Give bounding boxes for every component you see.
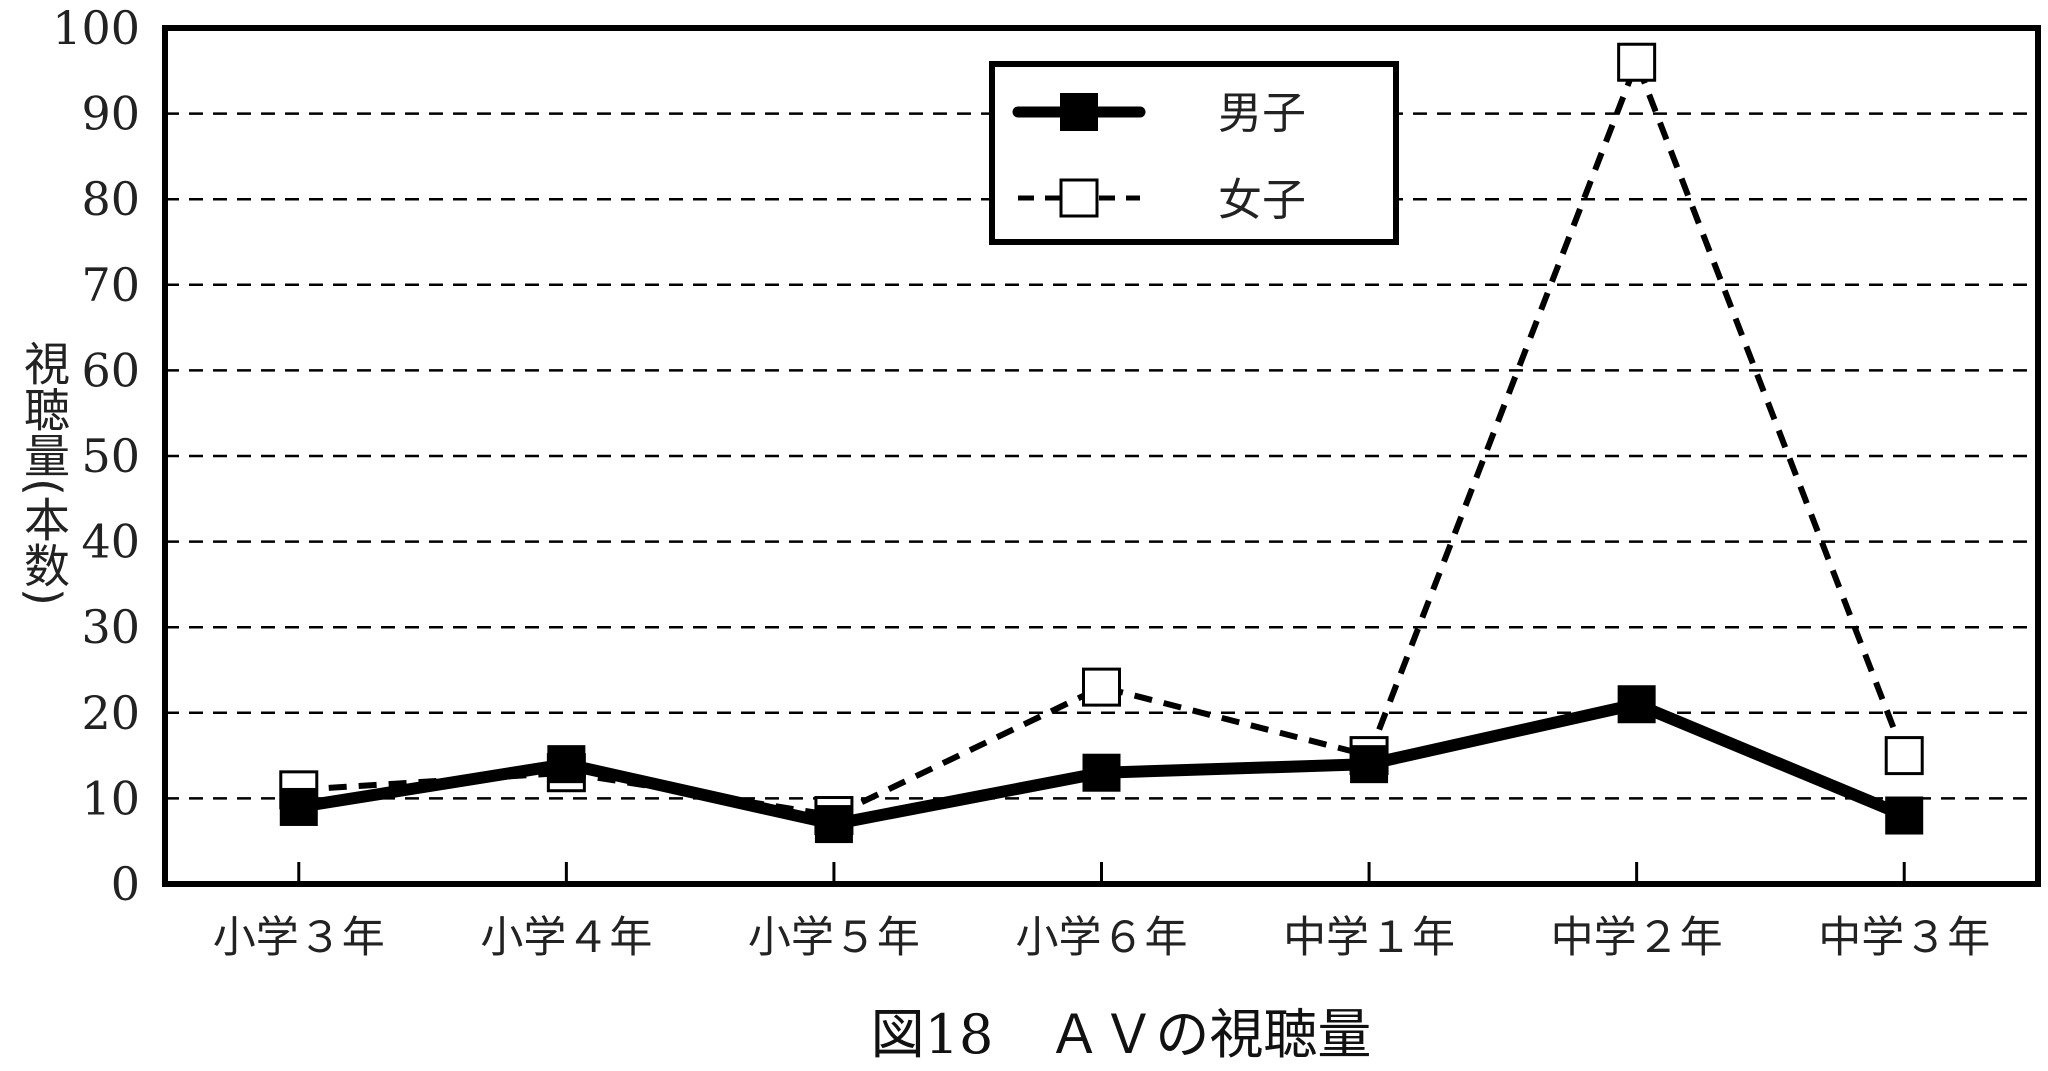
x-tick-label: 小学５年 [748,913,920,963]
legend-box [989,61,1399,245]
legend-marker-boys [1060,93,1098,131]
y-axis-label-text: 視聴量(本数) [17,340,71,606]
x-axis-ticks: 小学３年 小学４年 小学５年 小学６年 中学１年 中学２年 中学３年 [213,862,1990,963]
y-axis-ticks: 0 10 20 30 40 50 60 70 80 90 100 [52,1,140,911]
y-tick-label: 40 [81,515,140,569]
point-boys [1885,796,1924,835]
legend-label-girls: 女子 [1218,175,1306,226]
x-tick-label: 小学３年 [213,913,385,963]
x-tick-label: 小学４年 [480,913,652,963]
x-tick-label: 中学１年 [1283,913,1455,963]
y-tick-label: 60 [81,343,140,397]
legend-marker-girls [1059,178,1099,218]
x-tick-label: 中学２年 [1551,913,1723,963]
point-girls [1884,736,1924,776]
y-axis-label: 視聴量(本数) [17,340,71,606]
y-tick-label: 90 [81,87,140,141]
chart-title: 図18 ＡＶの視聴量 [871,1003,1372,1066]
x-tick-label: 小学６年 [1016,913,1188,963]
y-tick-label: 10 [81,771,140,825]
y-tick-label: 80 [81,172,140,226]
point-boys [814,805,853,844]
series-lines [279,42,1924,844]
point-boys [1350,745,1389,784]
legend-label-boys: 男子 [1218,88,1306,139]
x-tick-label: 中学３年 [1818,913,1990,963]
y-tick-label: 0 [111,857,140,911]
legend: 男子 女子 [989,61,1399,245]
y-tick-label: 70 [81,258,140,312]
plot-frame [162,25,2041,887]
point-boys [1082,753,1121,792]
point-boys [1617,685,1656,724]
point-boys [279,787,318,826]
point-girls [1617,42,1657,82]
y-tick-label: 100 [52,1,140,55]
y-tick-label: 50 [81,429,140,483]
y-tick-label: 20 [81,686,140,740]
point-boys [547,745,586,784]
point-girls [1082,667,1121,707]
y-tick-label: 30 [81,600,140,654]
